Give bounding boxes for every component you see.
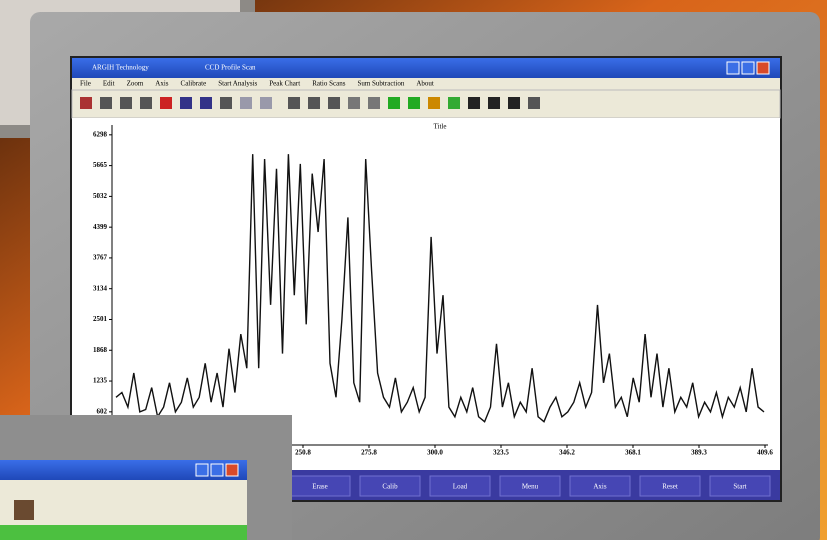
toolbar-button[interactable] xyxy=(428,97,440,109)
x-tick-label: 346.2 xyxy=(559,449,575,457)
toolbar-button[interactable] xyxy=(348,97,360,109)
y-tick-label: 3134 xyxy=(93,284,108,292)
menu-item[interactable]: Axis xyxy=(155,80,169,88)
title-bar xyxy=(72,58,780,78)
overlay-window xyxy=(0,415,292,540)
button[interactable] xyxy=(639,475,701,497)
menu-item[interactable]: Sum Subtraction xyxy=(357,80,404,88)
button[interactable] xyxy=(499,475,561,497)
y-tick-label: 3767 xyxy=(93,254,108,262)
button-label[interactable]: Calib xyxy=(382,483,398,491)
toolbar-button[interactable] xyxy=(308,97,320,109)
toolbar-button[interactable] xyxy=(220,97,232,109)
button[interactable] xyxy=(709,475,771,497)
toolbar-button[interactable] xyxy=(328,97,340,109)
window-title: CCD Profile Scan xyxy=(205,64,256,72)
menu-item[interactable]: Edit xyxy=(103,80,115,88)
x-tick-label: 368.1 xyxy=(625,449,641,457)
y-tick-label: 2501 xyxy=(93,315,108,323)
toolbar-button[interactable] xyxy=(180,97,192,109)
toolbar-button[interactable] xyxy=(140,97,152,109)
menu-bar xyxy=(72,78,780,90)
y-tick-label: 1235 xyxy=(93,377,108,385)
maximize[interactable] xyxy=(741,61,755,75)
button[interactable] xyxy=(569,475,631,497)
button-label[interactable]: Axis xyxy=(593,483,607,491)
toolbar-button[interactable] xyxy=(448,97,460,109)
toolbar-button[interactable] xyxy=(508,97,520,109)
y-tick-label: 5665 xyxy=(93,161,108,169)
y-tick-label: 5032 xyxy=(93,192,108,200)
toolbar-button[interactable] xyxy=(388,97,400,109)
toolbar-button[interactable] xyxy=(200,97,212,109)
menu-item[interactable]: Start Analysis xyxy=(218,80,257,88)
x-tick-label: 275.8 xyxy=(361,449,377,457)
toolbar-button[interactable] xyxy=(120,97,132,109)
toolbar-button[interactable] xyxy=(160,97,172,109)
menu-item[interactable]: File xyxy=(80,80,91,88)
x-tick-label: 323.5 xyxy=(493,449,509,457)
button-label[interactable]: Load xyxy=(453,483,468,491)
minimize[interactable] xyxy=(726,61,740,75)
toolbar xyxy=(71,89,781,119)
x-tick-label: 409.6 xyxy=(757,449,773,457)
button[interactable] xyxy=(429,475,491,497)
y-tick-label: 4399 xyxy=(93,223,108,231)
y-tick-label: 6298 xyxy=(93,130,108,138)
menu-item[interactable]: About xyxy=(416,80,434,88)
menu-item[interactable]: Ratio Scans xyxy=(312,80,346,88)
toolbar-button[interactable] xyxy=(240,97,252,109)
button-label[interactable]: Menu xyxy=(522,483,539,491)
button-label[interactable]: Erase xyxy=(312,483,328,491)
y-tick-label: 1868 xyxy=(93,346,108,354)
plot-title: Title xyxy=(434,123,447,131)
toolbar-button[interactable] xyxy=(368,97,380,109)
x-tick-label: 300.0 xyxy=(427,449,443,457)
menu-item[interactable]: Calibrate xyxy=(181,80,207,88)
menu-item[interactable]: Zoom xyxy=(127,80,144,88)
menu-item[interactable]: Peak Chart xyxy=(269,80,300,88)
toolbar-button[interactable] xyxy=(100,97,112,109)
y-tick-label: 602 xyxy=(97,407,108,415)
toolbar-button[interactable] xyxy=(468,97,480,109)
x-tick-label: 250.8 xyxy=(295,449,311,457)
toolbar-button[interactable] xyxy=(408,97,420,109)
toolbar-button[interactable] xyxy=(260,97,272,109)
toolbar-button[interactable] xyxy=(80,97,92,109)
x-tick-label: 389.3 xyxy=(691,449,707,457)
spectrum-line xyxy=(115,154,765,423)
toolbar-button[interactable] xyxy=(488,97,500,109)
toolbar-button[interactable] xyxy=(528,97,540,109)
toolbar-button[interactable] xyxy=(288,97,300,109)
button[interactable] xyxy=(359,475,421,497)
app-name: ARGIH Technology xyxy=(92,64,149,72)
close[interactable] xyxy=(756,61,770,75)
button-label[interactable]: Reset xyxy=(662,483,678,491)
button-label[interactable]: Start xyxy=(733,483,746,491)
plot-area xyxy=(72,118,780,470)
